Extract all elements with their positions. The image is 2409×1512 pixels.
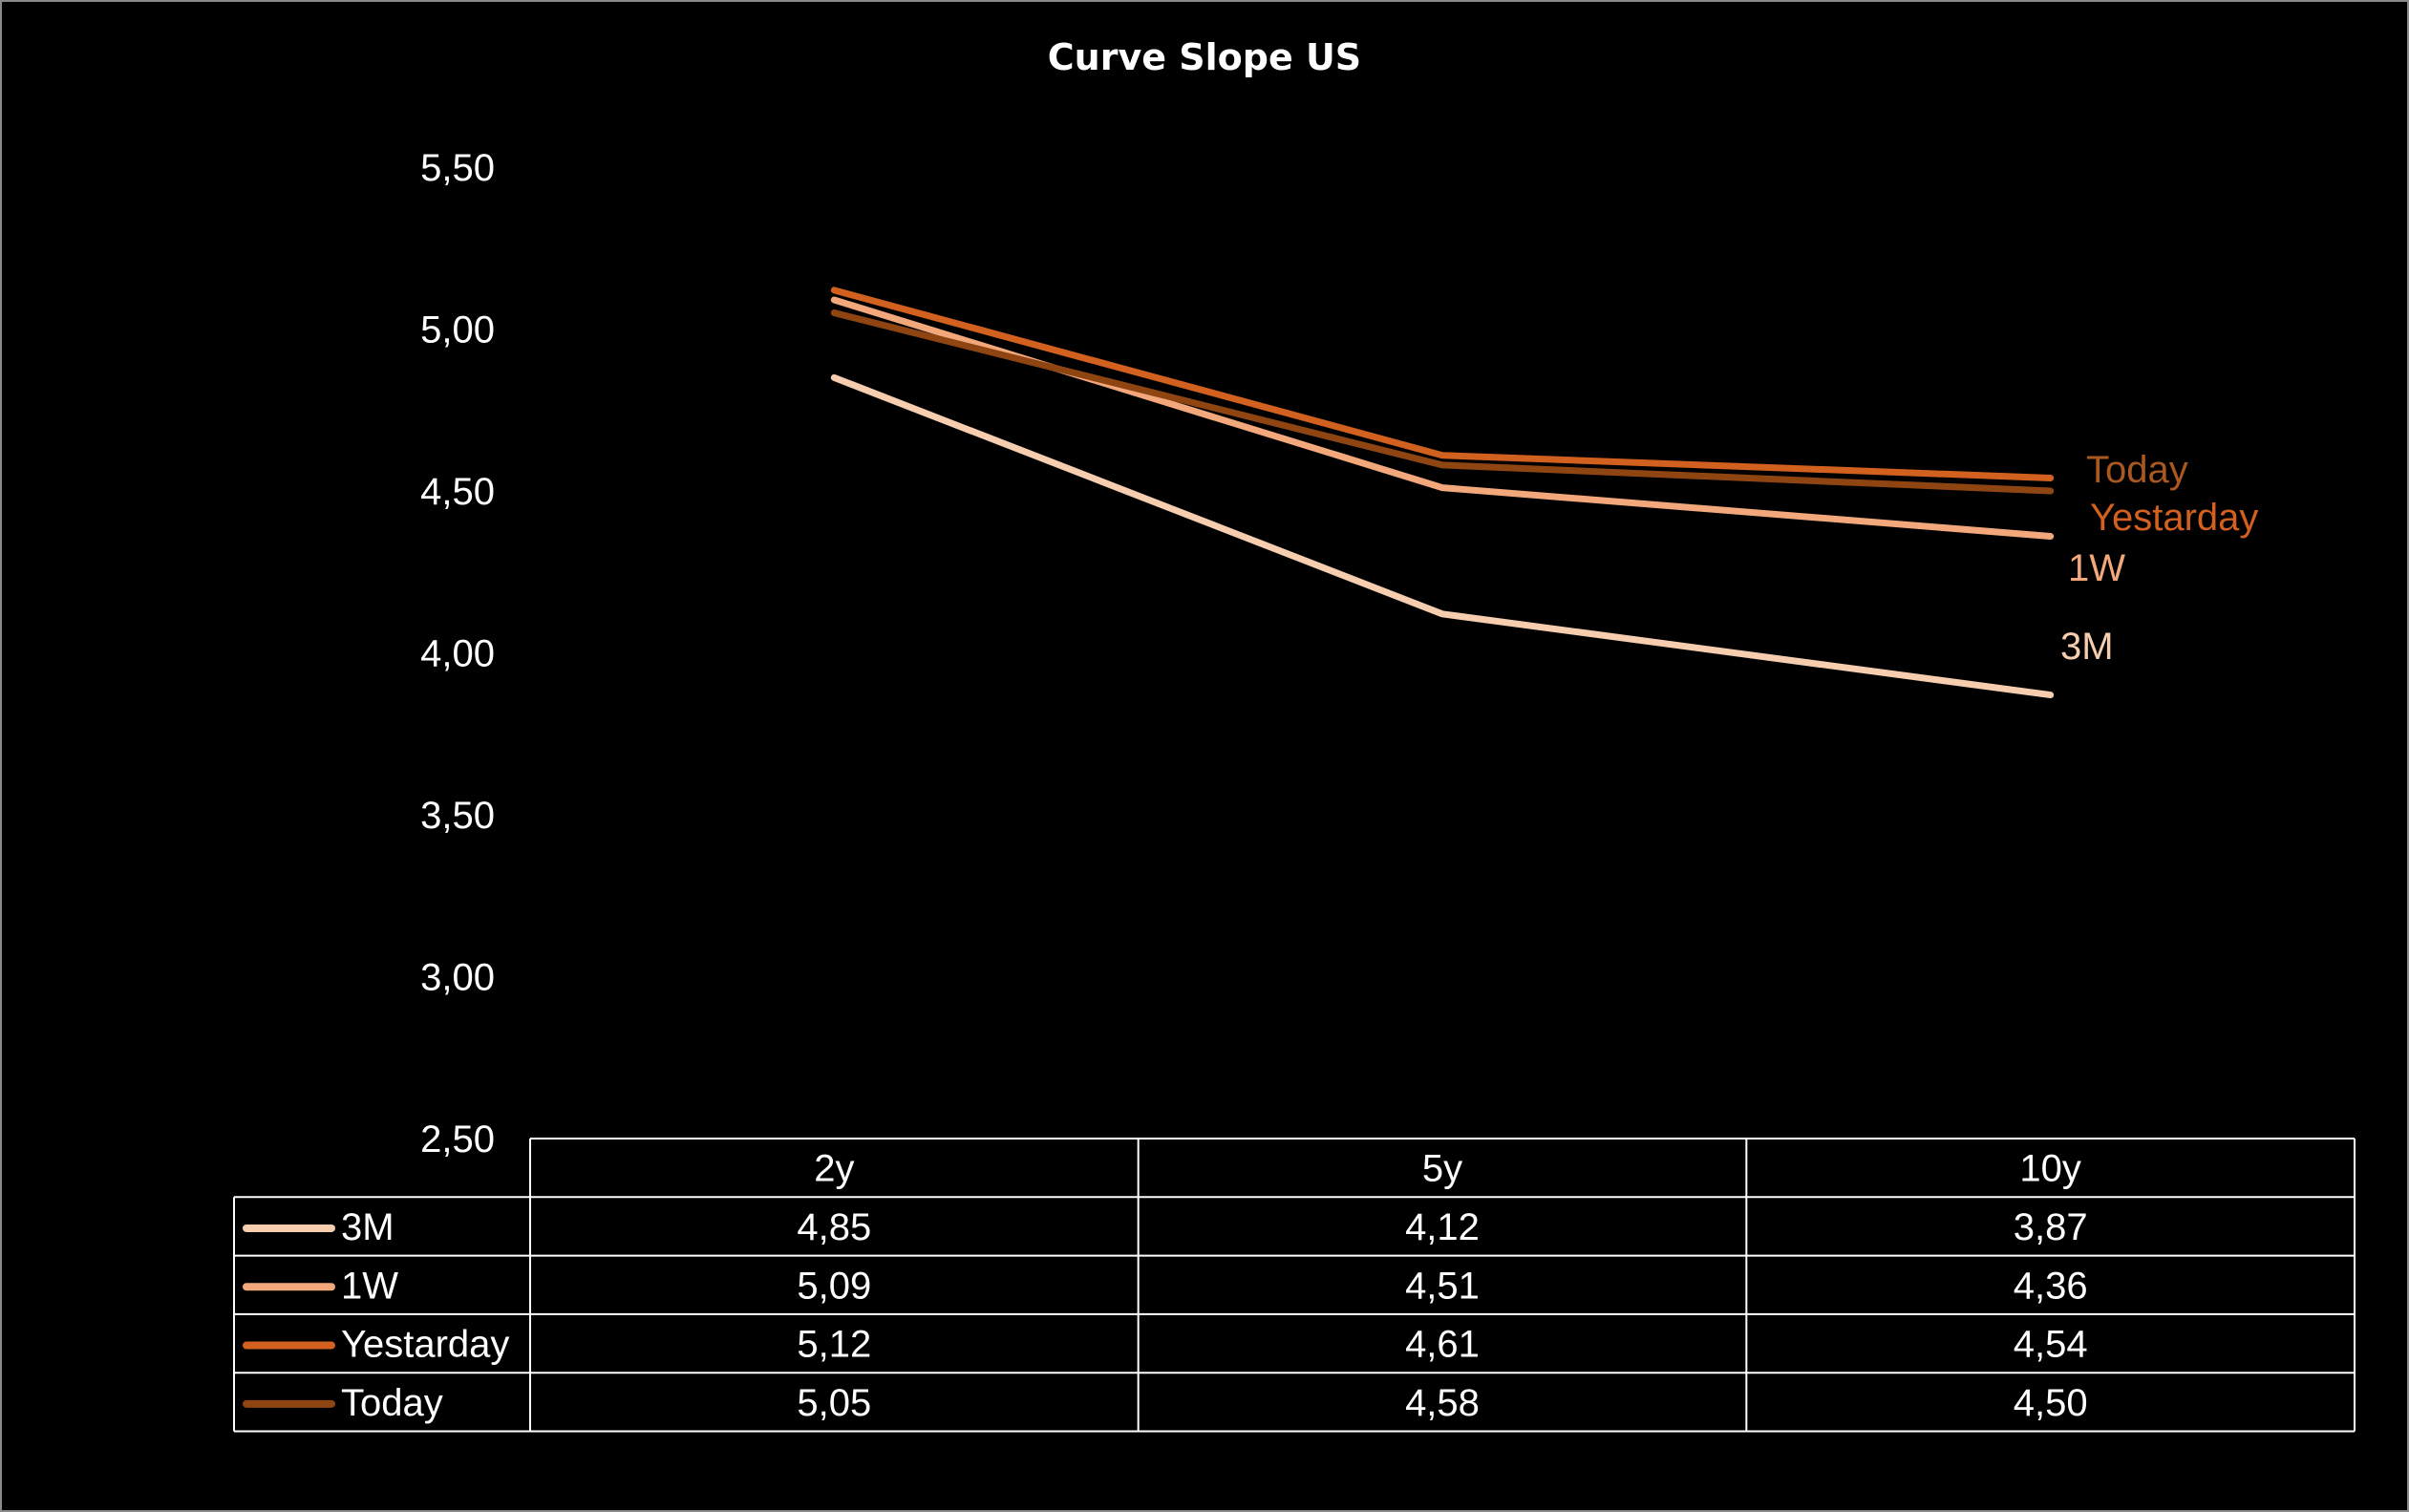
series-line [830,287,2055,481]
table-value-cell: 5,12 [797,1324,871,1366]
data-table: 2y 5y 10y 3M 4,85 4,12 3,87 1W 5,09 4,51 4,36 Yesta… [233,1138,2356,1433]
series-line [830,373,2055,699]
legend-series-name: 1W [341,1265,398,1307]
y-tick-label: 5,50 [420,147,495,189]
table-value-cell: 4,54 [2014,1324,2088,1366]
chart-title: Curve Slope US [1047,36,1362,78]
table-header-cell: 5y [1422,1148,1462,1190]
series-line [830,309,2055,495]
series-end-label: Today [2086,449,2188,491]
table-value-cell: 4,36 [2014,1265,2088,1307]
table-value-cell: 4,12 [1405,1206,1480,1248]
table-value-cell: 4,85 [797,1206,871,1248]
series-line [830,296,2055,540]
table-value-cell: 4,51 [1405,1265,1480,1307]
series-end-label: Yestarday [2090,497,2258,539]
y-tick-label: 4,50 [420,471,495,513]
y-tick-label: 5,00 [420,309,495,351]
series-end-label: 3M [2060,626,2114,668]
table-value-cell: 4,61 [1405,1324,1480,1366]
table-header-cell: 2y [814,1148,854,1190]
table-value-cell: 4,50 [2014,1382,2088,1424]
series-lines [830,287,2055,699]
legend-series-name: 3M [341,1206,394,1248]
series-end-labels: Today Yestarday 1W 3M [2060,449,2258,668]
table-value-cell: 5,05 [797,1382,871,1424]
table-value-cell: 5,09 [797,1265,871,1307]
y-tick-label: 3,00 [420,957,495,999]
table-value-cell: 3,87 [2014,1206,2088,1248]
series-end-label: 1W [2068,547,2125,589]
legend-series-name: Today [341,1382,443,1424]
y-axis: 5,50 5,00 4,50 4,00 3,50 3,00 2,50 [420,147,495,1161]
y-tick-label: 4,00 [420,633,495,675]
y-tick-label: 2,50 [420,1118,495,1161]
y-tick-label: 3,50 [420,795,495,837]
table-header-cell: 10y [2019,1148,2081,1190]
legend-series-name: Yestarday [341,1324,509,1366]
table-value-cell: 4,58 [1405,1382,1480,1424]
